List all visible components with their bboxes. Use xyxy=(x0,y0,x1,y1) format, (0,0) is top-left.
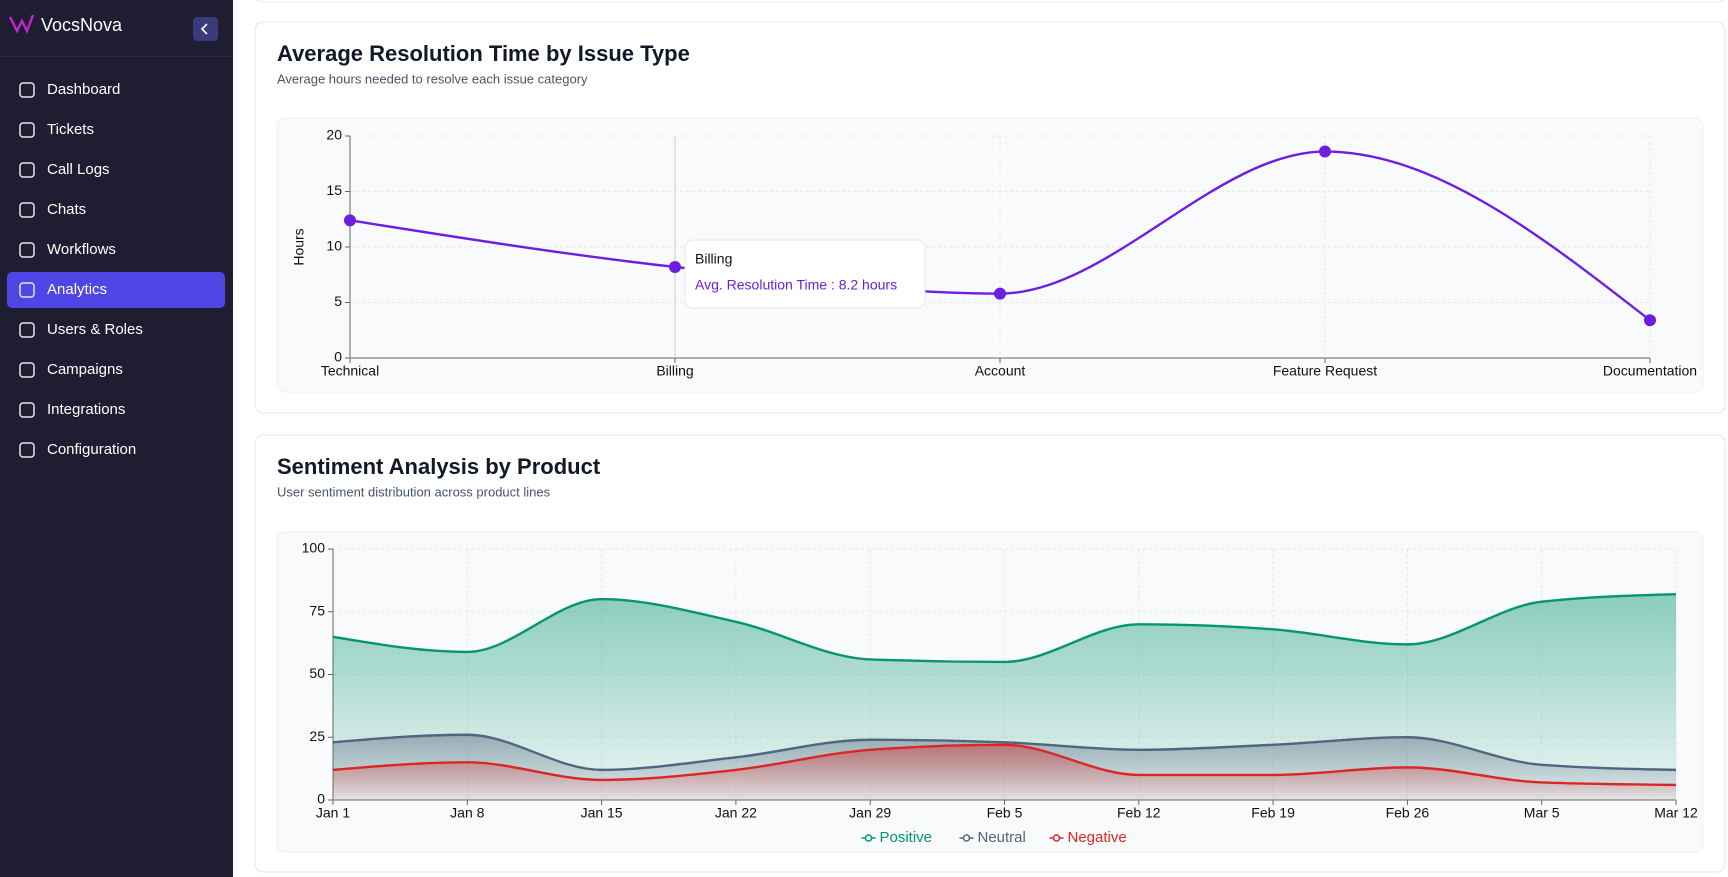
y-tick-label: 10 xyxy=(326,238,342,254)
nav-item[interactable]: Integrations xyxy=(19,401,125,418)
nav-item[interactable]: Configuration xyxy=(19,441,136,458)
area-line xyxy=(332,592,1677,664)
nav-icon xyxy=(19,362,35,378)
legend-label: Negative xyxy=(1068,829,1127,846)
chart-card: Average Resolution Time by Issue Type Ave… xyxy=(254,21,1726,414)
x-tick-label: Feb 19 xyxy=(1251,805,1295,821)
y-tick-label: 0 xyxy=(334,349,342,365)
y-tick-label: 20 xyxy=(326,127,342,143)
x-tick-label: Jan 29 xyxy=(849,805,891,821)
x-tick-label: Technical xyxy=(321,363,379,379)
legend-item[interactable]: Neutral xyxy=(959,829,1026,846)
nav-icon xyxy=(19,282,35,298)
x-tick-label: Jan 22 xyxy=(715,805,757,821)
nav-icon xyxy=(19,242,35,258)
y-tick-label: 25 xyxy=(309,728,325,744)
chart-subtitle: User sentiment distribution across produ… xyxy=(277,484,551,499)
nav-label: Users & Roles xyxy=(47,321,143,338)
collapse-button[interactable] xyxy=(193,17,218,41)
chart-box xyxy=(276,117,1704,393)
nav-active-bg xyxy=(7,272,225,308)
tooltip-text: Avg. Resolution Time : 8.2 hours xyxy=(695,277,897,293)
area-line xyxy=(332,743,1677,787)
nav-label: Dashboard xyxy=(47,81,120,98)
nav-item[interactable]: Call Logs xyxy=(19,161,110,178)
tooltip-box xyxy=(684,239,926,309)
nav-icon xyxy=(19,162,35,178)
nav-label: Tickets xyxy=(47,121,94,138)
sidebar xyxy=(0,0,233,877)
nav-label: Chats xyxy=(47,201,86,218)
nav-label: Analytics xyxy=(47,281,107,298)
x-tick-label: Feb 12 xyxy=(1117,805,1161,821)
nav-label: Call Logs xyxy=(47,161,110,178)
y-tick-label: 5 xyxy=(334,293,342,309)
nav-label: Configuration xyxy=(47,441,136,458)
nav-item[interactable]: Tickets xyxy=(19,121,94,138)
nav-item[interactable]: Analytics xyxy=(7,272,225,308)
y-tick-label: 50 xyxy=(309,665,325,681)
nav-item[interactable]: Workflows xyxy=(19,241,116,258)
point xyxy=(344,214,356,227)
brand: VocsNova xyxy=(41,15,123,35)
y-tick-label: 15 xyxy=(326,182,342,198)
tooltip-title: Billing xyxy=(695,251,732,267)
nav-label: Campaigns xyxy=(47,361,123,378)
y-tick-label: 75 xyxy=(309,602,325,618)
legend-dot xyxy=(1052,834,1061,842)
y-tick-label: 100 xyxy=(302,540,326,556)
nav-label: Workflows xyxy=(47,241,116,258)
x-tick-label: Billing xyxy=(656,363,693,379)
legend-item[interactable]: Positive xyxy=(861,829,933,846)
area-line xyxy=(332,733,1677,772)
nav-icon xyxy=(19,442,35,458)
point xyxy=(669,260,681,273)
legend-item[interactable]: Negative xyxy=(1049,829,1127,846)
collapse-icon xyxy=(200,23,208,35)
nav-icon xyxy=(19,82,35,98)
point xyxy=(1644,314,1656,327)
nav-item[interactable]: Users & Roles xyxy=(19,321,143,338)
chart-subtitle: Average hours needed to resolve each iss… xyxy=(277,71,588,86)
legend-dot xyxy=(864,834,873,842)
nav-label: Integrations xyxy=(47,401,125,418)
nav-icon xyxy=(19,122,35,138)
area xyxy=(333,744,1676,800)
x-tick-label: Jan 1 xyxy=(316,805,350,821)
logo xyxy=(8,14,35,34)
charts: Average Resolution Time by Issue Type Ave… xyxy=(254,21,1726,873)
x-tick-label: Mar 12 xyxy=(1654,805,1698,821)
x-tick-label: Account xyxy=(975,363,1026,379)
x-tick-label: Feb 5 xyxy=(987,805,1023,821)
x-tick-label: Feature Request xyxy=(1273,363,1377,379)
point xyxy=(1319,145,1331,158)
nav-item[interactable]: Chats xyxy=(19,201,86,218)
legend-dot xyxy=(962,834,971,842)
nav-icon xyxy=(19,402,35,418)
sidebar-divider xyxy=(0,56,233,57)
chart-title: Sentiment Analysis by Product xyxy=(277,454,601,479)
chart-card: Sentiment Analysis by Product User sentim… xyxy=(254,434,1726,873)
x-tick-label: Jan 8 xyxy=(450,805,484,821)
nav: Dashboard Tickets Call Logs Chats Workflows A… xyxy=(7,81,225,458)
y-tick-label: 0 xyxy=(317,791,325,807)
nav-icon xyxy=(19,202,35,218)
tooltip: Billing Avg. Resolution Time : 8.2 hours xyxy=(684,239,926,309)
y-axis-label: Hours xyxy=(291,228,307,265)
card-partial xyxy=(256,0,1724,3)
point xyxy=(994,287,1006,300)
legend-label: Neutral xyxy=(978,829,1026,846)
x-tick-label: Jan 15 xyxy=(581,805,623,821)
legend-label: Positive xyxy=(880,829,933,846)
x-tick-label: Mar 5 xyxy=(1524,805,1560,821)
chart-title: Average Resolution Time by Issue Type xyxy=(277,41,690,66)
x-tick-label: Feb 26 xyxy=(1386,805,1430,821)
nav-icon xyxy=(19,322,35,338)
x-tick-label: Documentation xyxy=(1603,363,1697,379)
nav-item[interactable]: Dashboard xyxy=(19,81,120,98)
nav-item[interactable]: Campaigns xyxy=(19,361,123,378)
